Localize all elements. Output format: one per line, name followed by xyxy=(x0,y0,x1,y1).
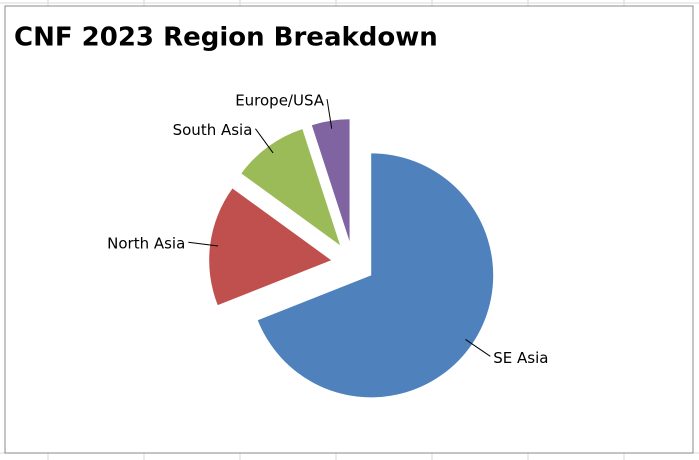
chart-title: CNF 2023 Region Breakdown xyxy=(14,23,438,53)
leader-line xyxy=(326,98,333,129)
leader-line xyxy=(188,241,219,247)
slice-label: Europe/USA xyxy=(235,92,325,110)
pie-slice xyxy=(209,188,332,306)
slice-label: North Asia xyxy=(107,235,185,253)
slice-label: SE Asia xyxy=(493,349,548,367)
pie-slice xyxy=(241,129,341,246)
pie-slice xyxy=(311,119,350,242)
slice-label: South Asia xyxy=(173,121,253,139)
leader-line xyxy=(465,339,491,357)
pie-slice xyxy=(257,153,494,398)
leader-line xyxy=(255,128,274,154)
